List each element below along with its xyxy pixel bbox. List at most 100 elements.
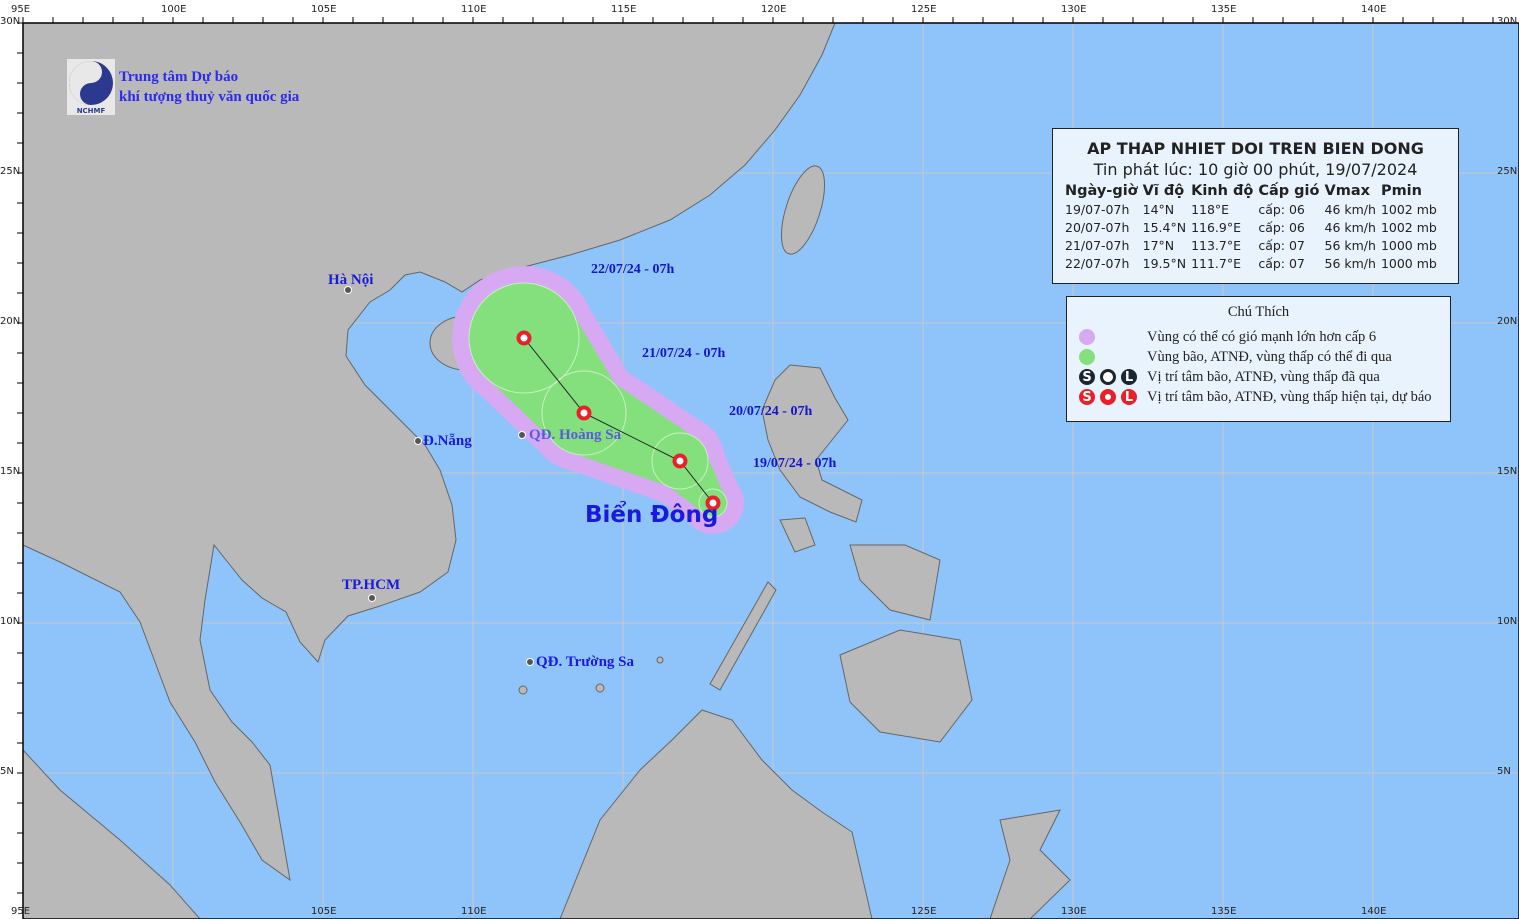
table-cell: 113.7°E	[1191, 238, 1242, 253]
asia-mainland	[22, 22, 836, 882]
place-hoangsa: QĐ. Hoàng Sa	[529, 427, 622, 443]
table-cell: 1002 mb	[1380, 220, 1437, 235]
hoangsa-dot	[518, 431, 526, 439]
agency-name: Trung tâm Dự báo khí tượng thuỷ văn quốc…	[119, 67, 299, 107]
place-danang: Đ.Nẵng	[423, 433, 472, 449]
sulawesi	[989, 809, 1071, 919]
agency-name-line1: Trung tâm Dự báo	[119, 69, 239, 85]
table-cell: 1000 mb	[1380, 256, 1437, 271]
table-cell: cấp: 07	[1258, 238, 1305, 253]
table-row: 19/07-07h 14°N 118°E cấp: 06 46 km/h 1002 mb	[1063, 201, 1440, 219]
legend-item: Vùng bão, ATNĐ, vùng thấp có thể đi qua	[1079, 347, 1392, 367]
top-lon-label: 130E	[1061, 4, 1087, 15]
track-point-marker	[705, 495, 721, 511]
left-lat-label: 30N	[0, 16, 21, 27]
table-cell: 15.4°N	[1142, 220, 1187, 235]
top-lon-label: 95E	[11, 4, 31, 15]
top-lon-label: 115E	[611, 4, 637, 15]
bottom-lon-label: 130E	[1061, 906, 1087, 917]
storm-info-box: AP THAP NHIET DOI TREN BIEN DONG Tin phá…	[1052, 128, 1459, 284]
forecast-radius-circle	[651, 432, 709, 490]
place-dots	[344, 286, 534, 666]
purple-circle-icon	[1079, 329, 1095, 345]
top-lon-label: 125E	[911, 4, 937, 15]
table-header: Pmin	[1380, 183, 1422, 199]
truongsa-dot	[526, 658, 534, 666]
bottom-lon-label: 125E	[911, 906, 937, 917]
bottom-lon-label: 110E	[461, 906, 487, 917]
right-lat-label: 30N	[1497, 16, 1518, 27]
forecast-radius-circle	[541, 370, 627, 456]
luzon	[761, 364, 863, 523]
right-lat-label: 25N	[1497, 166, 1518, 177]
legend-item: Vùng có thể có gió mạnh lớn hơn cấp 6	[1079, 327, 1376, 347]
hanoi-dot	[344, 286, 352, 294]
top-lon-label: 110E	[461, 4, 487, 15]
palawan	[709, 581, 777, 691]
storm-forecast-table: Ngày-giờ Vĩ độ Kinh độ Cấp gió Vmax Pmin 19/0…	[1063, 183, 1440, 273]
logo-emblem-icon: NCHMF	[69, 61, 113, 115]
table-header: Ngày-giờ	[1065, 183, 1138, 199]
table-cell: 116.9°E	[1191, 220, 1242, 235]
bottom-lon-label: 140E	[1361, 906, 1387, 917]
depression-past-icon	[1100, 369, 1116, 385]
mindanao	[839, 629, 973, 743]
legend-item: S L Vị trí tâm bão, ATNĐ, vùng thấp đã q…	[1079, 367, 1380, 387]
legend-box: Chú Thích Vùng có thể có gió mạnh lớn hơ…	[1066, 296, 1451, 422]
left-lat-label: 5N	[0, 766, 14, 777]
bottom-lon-label: 135E	[1211, 906, 1237, 917]
left-lat-label: 15N	[0, 466, 21, 477]
legend-text: Vị trí tâm bão, ATNĐ, vùng thấp hiện tại…	[1147, 388, 1432, 405]
low-past-icon: L	[1121, 369, 1137, 385]
low-current-icon: L	[1121, 389, 1137, 405]
table-cell: 14°N	[1142, 202, 1175, 217]
track-label-20: 20/07/24 - 07h	[729, 404, 813, 419]
left-lat-label: 25N	[0, 166, 21, 177]
danang-dot	[414, 437, 422, 445]
legend-title: Chú Thích	[1227, 304, 1290, 320]
table-cell: 118°E	[1191, 202, 1230, 217]
land	[22, 22, 1071, 919]
forecast-radius-circle	[698, 488, 728, 518]
table-header: Kinh độ	[1191, 183, 1254, 199]
sea-label: Biển Đông	[585, 502, 719, 528]
table-cell: 111.7°E	[1191, 256, 1242, 271]
table-cell: 56 km/h	[1324, 238, 1376, 253]
top-lon-label: 100E	[161, 4, 187, 15]
legend-item: S L Vị trí tâm bão, ATNĐ, vùng thấp hiện…	[1079, 387, 1432, 407]
mindoro	[779, 517, 816, 553]
legend-text: Vùng có thể có gió mạnh lớn hơn cấp 6	[1147, 328, 1377, 345]
table-header: Vmax	[1324, 183, 1370, 199]
depression-current-icon	[1100, 389, 1116, 405]
top-lon-label: 105E	[311, 4, 337, 15]
table-cell: 46 km/h	[1324, 202, 1376, 217]
top-lon-label: 140E	[1361, 4, 1387, 15]
taiwan	[780, 165, 826, 255]
green-circle-icon	[1079, 349, 1095, 365]
table-cell: cấp: 06	[1258, 202, 1305, 217]
right-lat-label: 15N	[1497, 466, 1518, 477]
axis-ticks	[17, 17, 1494, 894]
table-header: Cấp gió	[1258, 183, 1320, 199]
svg-text:NCHMF: NCHMF	[77, 107, 106, 115]
track-point-marker	[672, 453, 688, 469]
bottom-lon-label: 95E	[11, 906, 31, 917]
left-lat-label: 10N	[0, 616, 21, 627]
legend-text: Vị trí tâm bão, ATNĐ, vùng thấp đã qua	[1147, 368, 1380, 385]
storm-track	[516, 330, 721, 511]
table-cell: 19.5°N	[1142, 256, 1187, 271]
table-cell: 56 km/h	[1324, 256, 1376, 271]
right-lat-label: 20N	[1497, 316, 1518, 327]
place-hanoi: Hà Nội	[328, 272, 374, 288]
top-lon-label: 135E	[1211, 4, 1237, 15]
info-title: AP THAP NHIET DOI TREN BIEN DONG	[1087, 139, 1424, 158]
left-lat-label: 20N	[0, 316, 21, 327]
right-lat-label: 5N	[1497, 766, 1511, 777]
track-label-22: 22/07/24 - 07h	[591, 262, 675, 277]
storm-past-icon: S	[1079, 369, 1095, 385]
table-cell: cấp: 06	[1258, 220, 1305, 235]
track-point-marker	[516, 330, 532, 346]
table-row: 21/07-07h 17°N 113.7°E cấp: 07 56 km/h 1000 m…	[1063, 237, 1440, 255]
agency-name-line2: khí tượng thuỷ văn quốc gia	[119, 89, 300, 105]
table-row: 20/07-07h 15.4°N 116.9°E cấp: 06 46 km/h 1002…	[1063, 219, 1440, 237]
